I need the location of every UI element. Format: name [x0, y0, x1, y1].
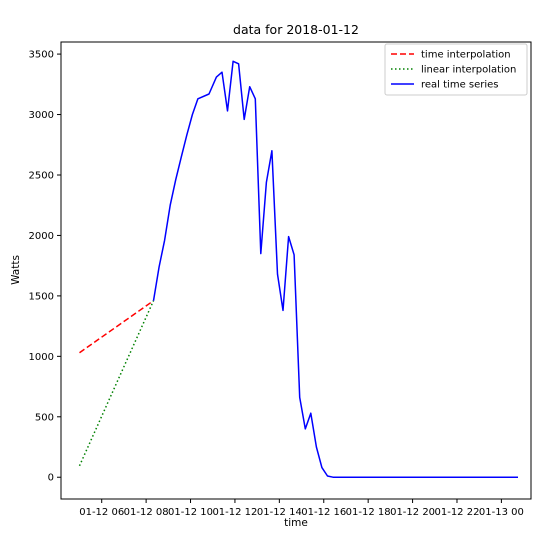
- axis-ticks: 01-12 06 01-12 08 01-12 10 01-12 12 01-12 14…: [29, 50, 524, 518]
- x-axis-label: time: [284, 517, 308, 529]
- y-tick-label: 1000: [29, 352, 54, 363]
- x-tick-label: 01-12 10: [168, 507, 213, 518]
- chart-title: data for 2018-01-12: [233, 22, 359, 37]
- x-tick-label: 01-12 16: [301, 507, 346, 518]
- x-tick-label: 01-12 12: [212, 507, 257, 518]
- y-tick-label: 3000: [29, 110, 54, 121]
- y-tick-label: 1500: [29, 291, 54, 302]
- plot-area: [78, 60, 518, 478]
- y-tick-label: 2500: [29, 170, 54, 181]
- x-tick-label: 01-12 06: [79, 507, 124, 518]
- y-axis-label: Watts: [10, 255, 22, 285]
- legend-box: [384, 43, 528, 96]
- x-tick-label: 01-13 00: [479, 507, 524, 518]
- legend-label-real-time-series: real time series: [421, 80, 499, 91]
- y-tick-label: 0: [48, 473, 54, 484]
- x-tick-label: 01-12 14: [257, 507, 302, 518]
- time-interpolation-line: [79, 300, 154, 354]
- x-tick-label: 01-12 20: [390, 507, 435, 518]
- legend-label-time-interpolation: time interpolation: [421, 50, 511, 61]
- y-tick-label: 500: [35, 412, 54, 423]
- x-tick-label: 01-12 08: [124, 507, 169, 518]
- real-time-series-line: [152, 60, 518, 478]
- plot-frame: [60, 41, 532, 500]
- x-tick-label: 01-12 18: [346, 507, 391, 518]
- y-tick-label: 3500: [29, 50, 54, 61]
- legend-label-linear-interpolation: linear interpolation: [421, 65, 516, 76]
- legend: time interpolation linear interpolation re…: [384, 43, 528, 96]
- x-tick-label: 01-12 22: [434, 507, 479, 518]
- y-tick-label: 2000: [29, 231, 54, 242]
